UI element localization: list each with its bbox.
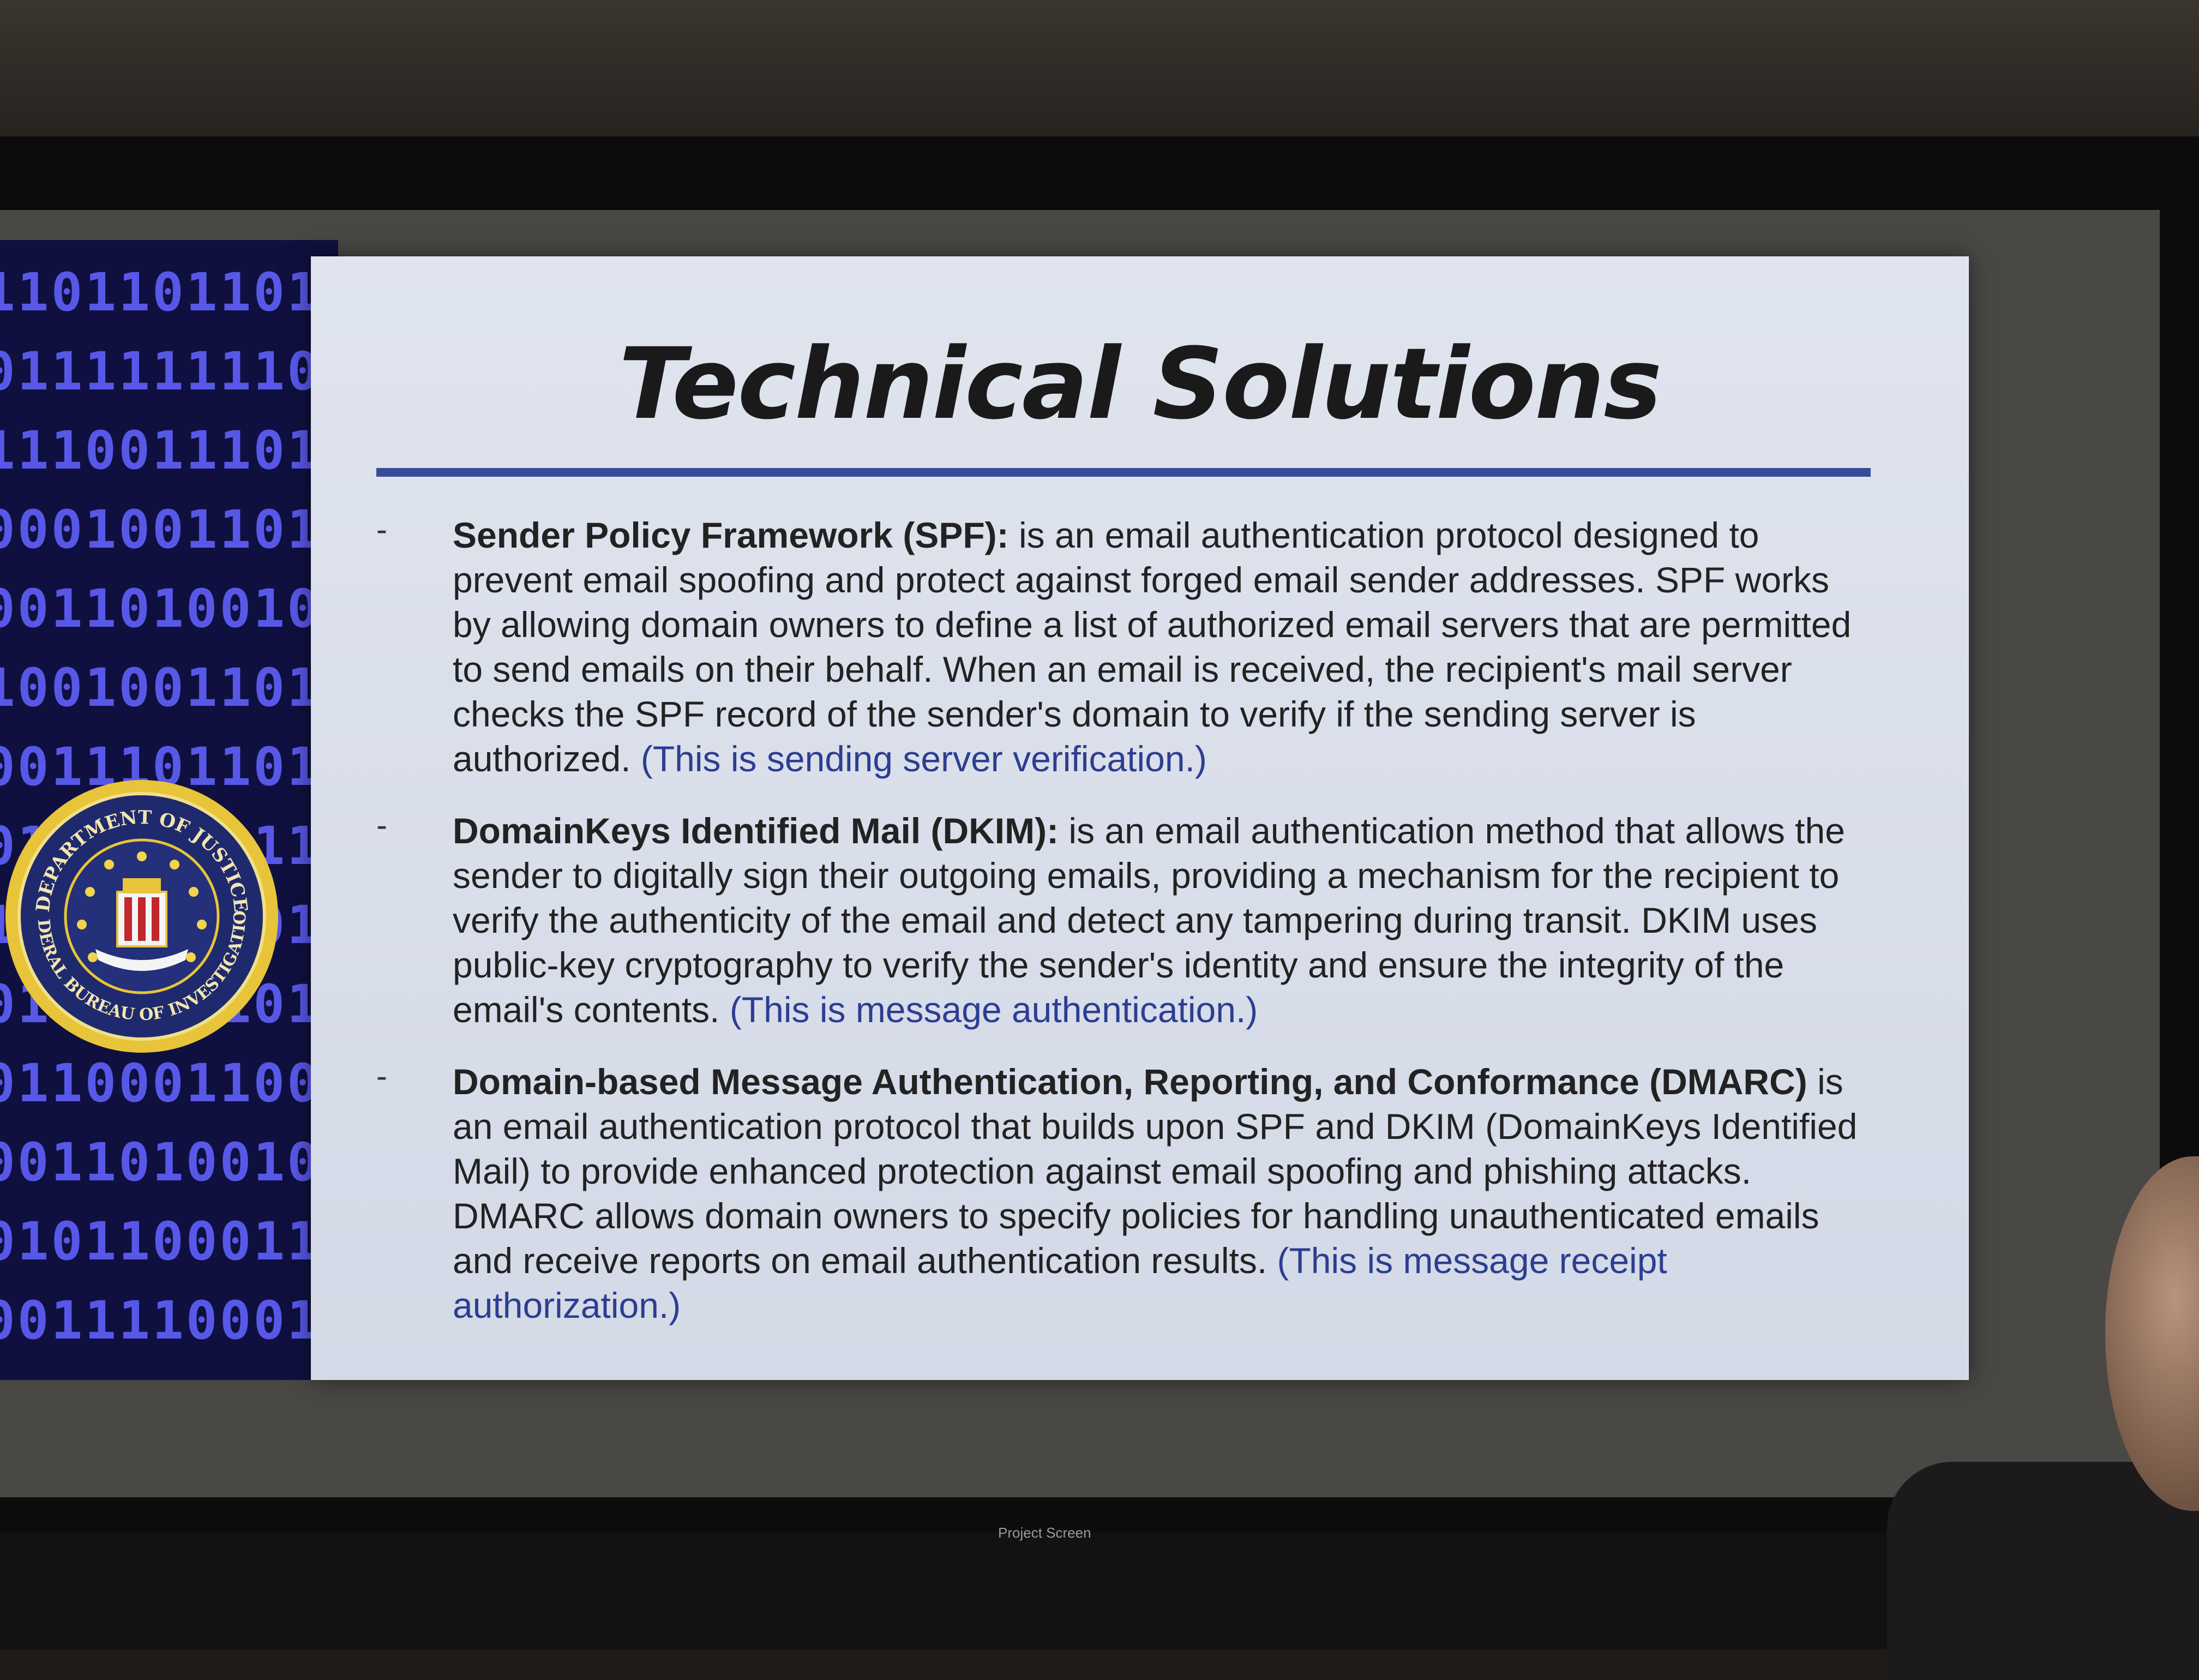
title-divider <box>376 468 1871 477</box>
bullet-marker: - <box>376 1058 387 1094</box>
slide-title: Technical Solutions <box>618 327 1662 441</box>
binary-row: 00110100101101010 <box>0 1132 338 1193</box>
binary-row: 10010011010110101111 <box>0 657 338 718</box>
binary-row: 0011010010100110110 <box>0 578 338 639</box>
bullet-item-dmarc: - Domain-based Message Authentication, R… <box>376 1058 1860 1328</box>
presentation-slide: Technical Solutions - Sender Policy Fram… <box>311 256 1969 1380</box>
bullet-note: (This is message receipt authorization.) <box>453 1240 1667 1325</box>
fbi-seal-icon: DEPARTMENT OF JUSTICE FEDERAL BUREAU OF … <box>0 775 278 1053</box>
binary-row: 0011110001101111 <box>0 1290 338 1351</box>
audience-member-shoulder <box>1887 1462 2199 1680</box>
bullet-item-spf: - Sender Policy Framework (SPF): is an e… <box>376 511 1860 781</box>
bullet-item-dkim: - DomainKeys Identified Mail (DKIM): is … <box>376 807 1860 1032</box>
bullet-note: (This is message authentication.) <box>729 989 1258 1030</box>
binary-row: 1110011101000100101 <box>0 420 338 481</box>
projector-brand-label: Project Screen <box>998 1525 1091 1541</box>
bullet-list: - Sender Policy Framework (SPF): is an e… <box>376 511 1860 1355</box>
bullet-note: (This is sending server verification.) <box>640 739 1207 779</box>
binary-row: 0111111110110100 <box>0 341 338 402</box>
bullet-marker: - <box>376 807 387 843</box>
bullet-text: is an email authentication protocol that… <box>453 1061 1858 1281</box>
room-wall <box>0 0 2199 142</box>
bullet-marker: - <box>376 511 387 548</box>
bullet-text: is an email authentication method that a… <box>453 811 1845 1030</box>
bullet-term: Domain-based Message Authentication, Rep… <box>453 1061 1807 1102</box>
binary-row: 110110110110110011 <box>0 262 338 323</box>
bullet-term: Sender Policy Framework (SPF): <box>453 515 1009 555</box>
binary-row: 01011000110111011 <box>0 1211 338 1272</box>
binary-row: 0110001100110111 <box>0 1053 338 1114</box>
screen-bottom-bezel <box>0 1533 2199 1649</box>
bullet-text: is an email authentication protocol desi… <box>453 515 1852 779</box>
binary-row: 000100110101000101 <box>0 499 338 560</box>
bullet-term: DomainKeys Identified Mail (DKIM): <box>453 811 1059 851</box>
